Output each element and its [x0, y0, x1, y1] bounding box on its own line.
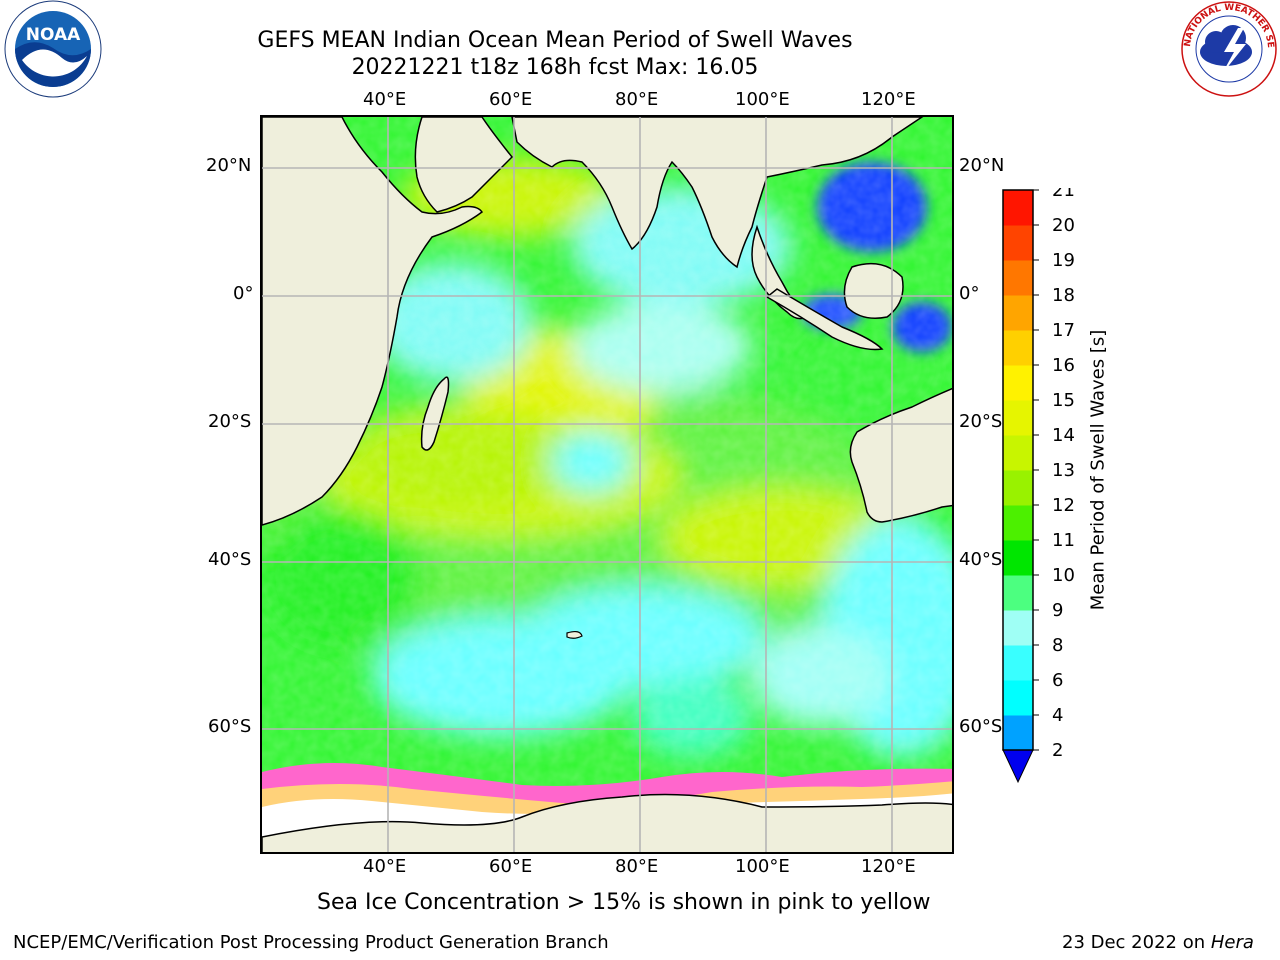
- lat-label-right: 20°N: [959, 155, 1005, 176]
- lat-label-left: 0°: [233, 283, 254, 304]
- footer-date: 23 Dec 2022 on Hera: [1062, 932, 1254, 953]
- colorbar-segment: [1003, 505, 1033, 541]
- colorbar-segment: [1003, 610, 1033, 646]
- lon-label-top: 80°E: [615, 89, 659, 110]
- nws-logo: NATIONAL WEATHER SERVICE: [1175, 0, 1280, 100]
- colorbar-tick-label: 2: [1052, 740, 1063, 761]
- colorbar-tick-label: 4: [1052, 705, 1063, 726]
- colorbar-segment: [1003, 470, 1033, 506]
- colorbar-tick-label: 11: [1052, 530, 1075, 551]
- lon-label-bottom: 40°E: [363, 856, 407, 877]
- lat-label-right: 40°S: [959, 549, 1003, 570]
- lon-label-bottom: 80°E: [615, 856, 659, 877]
- colorbar-segment: [1003, 540, 1033, 576]
- colorbar-segment: [1003, 190, 1033, 226]
- colorbar-segment: [1003, 435, 1033, 471]
- noaa-logo: NOAA: [2, 0, 104, 100]
- lon-label-top: 40°E: [363, 89, 407, 110]
- lat-label-left: 20°N: [206, 155, 252, 176]
- lat-label-left: 20°S: [208, 411, 252, 432]
- colorbar-segment: [1003, 225, 1033, 261]
- colorbar-segment: [1003, 575, 1033, 611]
- colorbar-segment: [1003, 680, 1033, 716]
- colorbar-label: Mean Period of Swell Waves [s]: [1087, 329, 1109, 611]
- colorbar-segment: [1003, 260, 1033, 296]
- colorbar-segment: [1003, 715, 1033, 751]
- noaa-logo-text: NOAA: [26, 25, 81, 45]
- colorbar-tick-label: 9: [1052, 600, 1063, 621]
- map-panel: [260, 115, 954, 854]
- colorbar-tick-label: 17: [1052, 320, 1075, 341]
- lat-label-right: 0°: [959, 283, 980, 304]
- colorbar-extend-triangle: [1002, 749, 1034, 784]
- lon-label-bottom: 120°E: [861, 856, 916, 877]
- lon-label-bottom: 100°E: [735, 856, 790, 877]
- colorbar-tick-label: 12: [1052, 495, 1075, 516]
- footer-credit: NCEP/EMC/Verification Post Processing Pr…: [13, 932, 609, 953]
- colorbar-segment: [1003, 400, 1033, 436]
- colorbar-tick-label: 21: [1052, 188, 1075, 201]
- colorbar-tick-label: 6: [1052, 670, 1063, 691]
- colorbar-tick-label: 10: [1052, 565, 1075, 586]
- lon-label-bottom: 60°E: [489, 856, 533, 877]
- colorbar-segment: [1003, 365, 1033, 401]
- colorbar-tick-label: 14: [1052, 425, 1075, 446]
- lon-label-top: 60°E: [489, 89, 533, 110]
- colorbar-tick-label: 19: [1052, 250, 1075, 271]
- colorbar-segment: [1003, 330, 1033, 366]
- colorbar-segment: [1003, 295, 1033, 331]
- map-field: [262, 117, 952, 852]
- lon-label-top: 100°E: [735, 89, 790, 110]
- colorbar-tick-label: 13: [1052, 460, 1075, 481]
- lat-label-left: 40°S: [208, 549, 252, 570]
- lat-label-right: 20°S: [959, 411, 1003, 432]
- lat-label-left: 60°S: [208, 716, 252, 737]
- lat-label-right: 60°S: [959, 716, 1003, 737]
- colorbar-tick-label: 16: [1052, 355, 1075, 376]
- colorbar-segment: [1003, 645, 1033, 681]
- colorbar-tick-label: 20: [1052, 215, 1075, 236]
- map-subtitle: 20221221 t18z 168h fcst Max: 16.05: [351, 55, 759, 80]
- footer-date-text: 23 Dec 2022 on: [1062, 932, 1211, 953]
- sea-ice-note: Sea Ice Concentration > 15% is shown in …: [317, 890, 931, 915]
- colorbar-tick-label: 18: [1052, 285, 1075, 306]
- colorbar-tick-label: 15: [1052, 390, 1075, 411]
- colorbar: 2 4 6 8 9 10 11 12 13 14 15 16 17 18 19 20 21: [1002, 180, 1082, 788]
- footer-machine: Hera: [1210, 932, 1254, 953]
- colorbar-tick-label: 8: [1052, 635, 1063, 656]
- map-title: GEFS MEAN Indian Ocean Mean Period of Sw…: [257, 28, 853, 53]
- lon-label-top: 120°E: [861, 89, 916, 110]
